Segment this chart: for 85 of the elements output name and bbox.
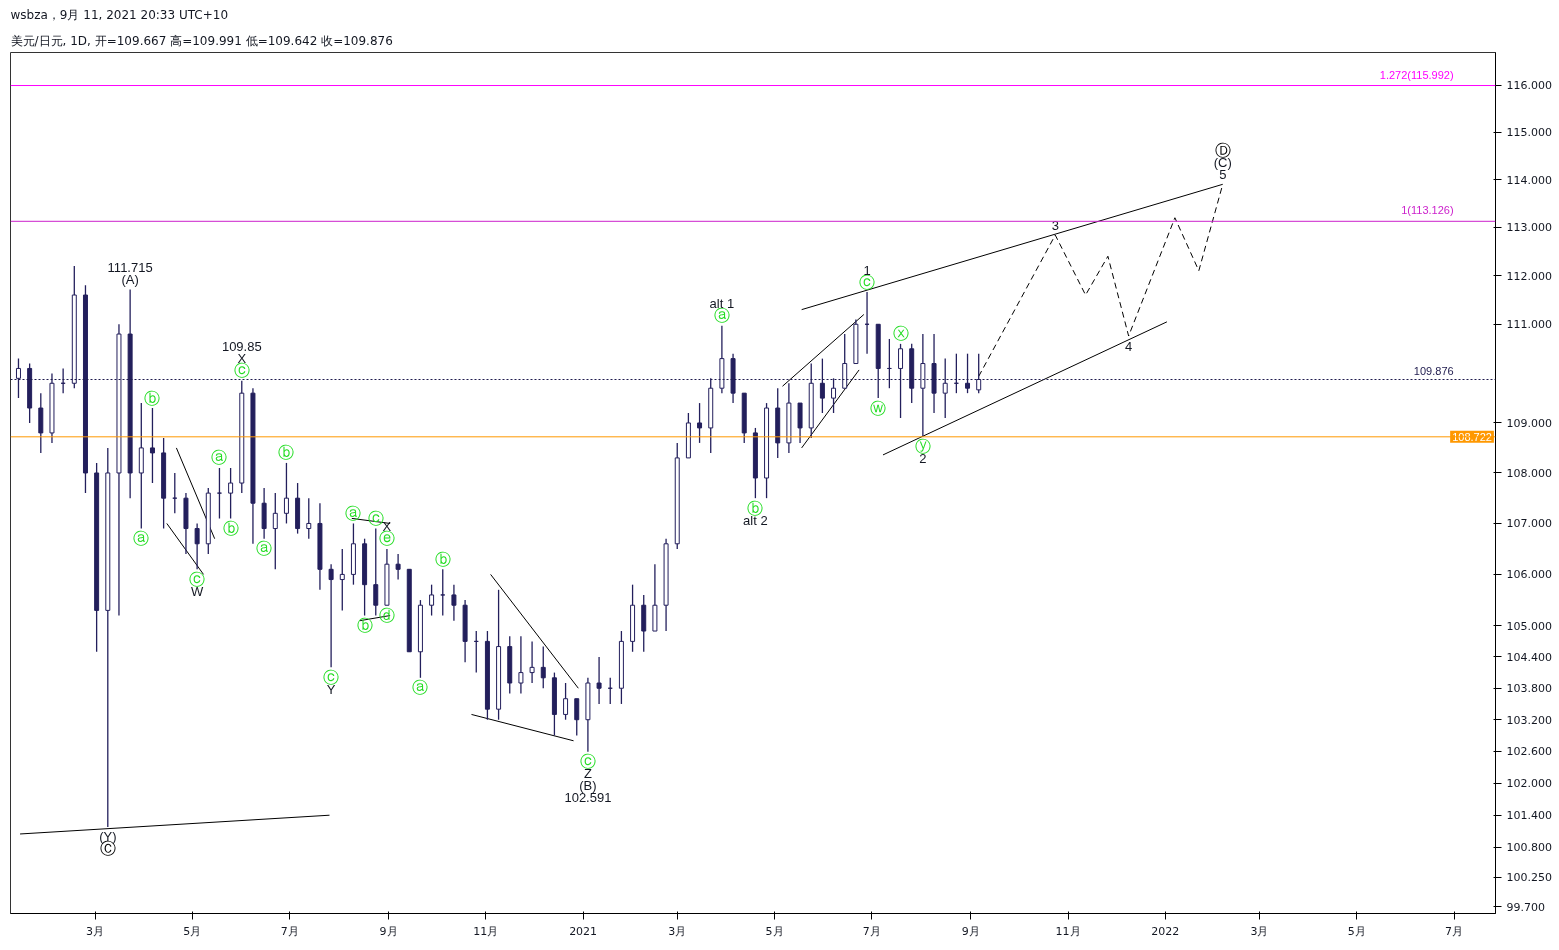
candlestick [429,584,435,617]
candlestick [563,682,569,721]
y-tick-label: 108.000 [1506,466,1552,480]
y-tick-label: 112.000 [1506,269,1552,283]
candlestick [942,357,948,419]
x-tick-label: 2022 [1151,924,1180,938]
candlestick [395,553,401,581]
annotation: 109.85 [221,339,262,355]
candlestick [451,584,457,622]
candlestick [831,377,837,414]
x-tick-label: 11月 [1055,924,1081,938]
y-tick-label: 116.000 [1506,79,1552,93]
candlestick [697,402,703,444]
annotation: ⓐ [211,449,228,467]
chart-subtitle: 美元/日元, 1D, 开=109.667 高=109.991 低=109.642 收=109.876 [10,33,393,48]
annotation: 4 [1125,338,1133,354]
annotation: ⓧ [892,325,909,343]
candlestick [596,656,602,705]
x-tick-label: 11月 [473,924,499,938]
x-tick-label: 3月 [668,924,687,938]
candlestick [373,527,379,617]
x-tick-label: 3月 [1250,924,1269,938]
y-tick-label: 102.600 [1506,745,1552,759]
candlestick [149,407,155,484]
candlestick [339,548,345,612]
annotation: ⓑ [434,550,451,568]
x-tick-label: 5月 [183,924,202,938]
candlestick [194,522,200,570]
ref-line-label: 108.722 [1452,430,1492,443]
x-tick-label: 5月 [1347,924,1366,938]
y-tick-label: 113.000 [1506,221,1552,235]
y-tick-label: 102.000 [1506,777,1552,791]
annotation: ⓦ [870,399,887,417]
candlestick [819,357,825,414]
x-tick-label: 9月 [379,924,398,938]
candlestick [574,698,580,737]
candlestick [15,357,21,399]
annotation: ⓐ [345,504,362,522]
candlestick [272,492,278,570]
candlestick [228,467,234,520]
y-tick-label: 103.800 [1506,682,1552,696]
x-tick-label: 9月 [961,924,980,938]
candlestick [440,568,446,617]
annotation: ⓐ [133,530,150,548]
y-tick-label: 104.400 [1506,650,1552,664]
x-tick-label: 7月 [862,924,881,938]
candlestick [965,353,971,394]
y-tick-label: 100.800 [1506,841,1552,855]
y-tick-label: 115.000 [1506,126,1552,140]
candlestick [529,640,535,684]
annotation: ⓐ [412,679,429,697]
annotation: ⓑ [144,389,161,407]
y-tick-label: 107.000 [1506,517,1552,531]
x-tick-label: 7月 [1445,924,1464,938]
candlestick [898,343,904,419]
y-tick-label: 111.000 [1506,318,1552,332]
chart-title: wsbza，9月 11, 2021 20:33 UTC+10 [10,7,229,22]
y-tick-label: 99.700 [1506,900,1545,914]
annotation: 5 [1219,166,1227,182]
candlestick [518,635,524,695]
y-tick-label: 106.000 [1506,568,1552,582]
x-tick-label: 5月 [765,924,784,938]
annotation: ⓐ [256,540,273,558]
x-tick-label: 2021 [569,924,598,938]
ref-line-label: 1.272(115.992) [1379,68,1454,81]
candlestick [216,467,222,520]
candlestick [328,563,334,669]
y-tick-label: 114.000 [1506,173,1552,187]
ref-line-label: 109.876 [1413,364,1454,377]
candlestick [976,353,982,394]
y-tick-label: 109.000 [1506,416,1552,430]
y-tick-label: 101.400 [1506,809,1552,823]
annotation: 3 [1051,217,1059,233]
annotation: ⓑ [278,444,295,462]
candlestick [283,462,289,525]
x-tick-label: 7月 [280,924,299,938]
candlestick [306,497,312,540]
annotation: ⓑ [356,617,373,635]
ref-line-label: 1(113.126) [1401,204,1454,217]
y-tick-label: 103.200 [1506,713,1552,727]
candlestick [540,645,546,689]
x-tick-label: 3月 [86,924,105,938]
annotation: ⓑ [222,519,239,537]
y-tick-label: 100.250 [1506,871,1552,885]
y-tick-label: 105.000 [1506,619,1552,633]
